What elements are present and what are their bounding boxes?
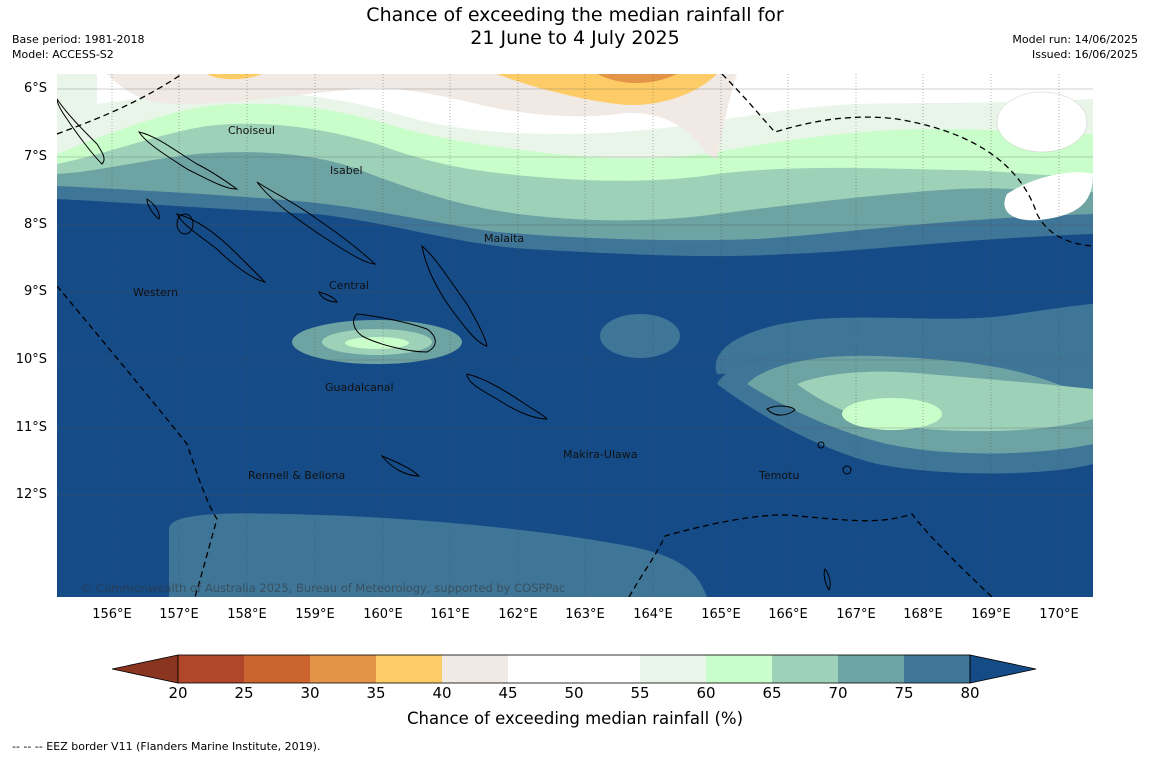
title-line-2: 21 June to 4 July 2025 (470, 27, 680, 49)
lon-label-164e: 164°E (633, 607, 673, 622)
region-label-choiseul: Choiseul (228, 124, 275, 137)
region-label-western: Western (133, 286, 178, 299)
colorbar-segment-20 (178, 655, 244, 683)
island-isabel (256, 181, 377, 265)
map-title: Chance of exceeding the median rainfall … (0, 4, 1150, 50)
colorbar-segment-60 (706, 655, 772, 683)
colorbar-label: Chance of exceeding median rainfall (%) (406, 709, 744, 728)
lat-label-9s: 9°S (23, 284, 47, 299)
lon-label-169e: 169°E (971, 607, 1011, 622)
eez-footnote: -- -- -- EEZ border V11 (Flanders Marine… (12, 740, 321, 753)
colorbar (112, 654, 1037, 684)
title-line-1: Chance of exceeding the median rainfall … (366, 4, 784, 26)
rainfall-map: Choiseul Isabel Malaita Western Central … (57, 74, 1093, 597)
lon-label-168e: 168°E (903, 607, 943, 622)
band-60-east (842, 398, 942, 430)
band-35-west (207, 74, 262, 80)
lon-label-163e: 163°E (565, 607, 605, 622)
colorbar-tick-40: 40 (432, 684, 452, 702)
lon-label-159e: 159°E (295, 607, 335, 622)
region-labels: Choiseul Isabel Malaita Western Central … (133, 124, 799, 482)
lat-label-8s: 8°S (23, 217, 47, 232)
lat-label-11s: 11°S (15, 420, 47, 435)
region-label-malaita: Malaita (484, 232, 524, 245)
colorbar-tick-70: 70 (828, 684, 848, 702)
island-bougainville (57, 98, 105, 165)
colorbar-segment-70 (838, 655, 904, 683)
lon-label-157e: 157°E (159, 607, 199, 622)
copyright-notice: © Commonwealth of Australia 2025, Bureau… (81, 581, 565, 595)
coastlines (57, 98, 852, 591)
colorbar-segment-gt80 (969, 654, 1037, 684)
colorbar-tick-80: 80 (960, 684, 980, 702)
colorbar-tick-20: 20 (168, 684, 188, 702)
colorbar-tick-25: 25 (234, 684, 254, 702)
colorbar-segment-35 (376, 655, 442, 683)
island-new-georgia (176, 213, 267, 283)
band-60-guadalcanal (345, 337, 409, 349)
eez-border (57, 74, 1093, 597)
colorbar-segment-40 (442, 655, 508, 683)
meta-left: Base period: 1981-2018 Model: ACCESS-S2 (12, 32, 144, 62)
region-label-temotu: Temotu (758, 469, 799, 482)
lon-label-166e: 166°E (768, 607, 808, 622)
base-period: Base period: 1981-2018 (12, 33, 145, 46)
lat-label-7s: 7°S (23, 149, 47, 164)
colorbar-tick-75: 75 (894, 684, 914, 702)
colorbar-segment-45 (508, 655, 574, 683)
grid-lines (111, 74, 1060, 597)
band-75-central (600, 314, 680, 358)
model-name: Model: ACCESS-S2 (12, 48, 114, 61)
band-30 (597, 74, 677, 84)
region-label-makira-ulawa: Makira-Ulawa (563, 448, 637, 461)
colorbar-segment-lt20 (112, 654, 179, 684)
lat-label-6s: 6°S (23, 81, 47, 96)
island-choiseul (137, 131, 239, 190)
region-label-rennell-bellona: Rennell & Bellona (248, 469, 345, 482)
colorbar-segment-75 (904, 655, 970, 683)
colorbar-segment-55 (640, 655, 706, 683)
colorbar-segment-30 (310, 655, 376, 683)
meta-right: Model run: 14/06/2025 Issued: 16/06/2025 (1012, 32, 1138, 62)
lat-label-10s: 10°S (15, 352, 47, 367)
region-label-guadalcanal: Guadalcanal (325, 381, 394, 394)
colorbar-tick-30: 30 (300, 684, 320, 702)
band-45-east (1004, 172, 1093, 221)
colorbar-segment-25 (244, 655, 310, 683)
lat-lines (57, 88, 1093, 496)
colorbar-tick-35: 35 (366, 684, 386, 702)
colorbar-segment-50 (574, 655, 640, 683)
region-label-central: Central (329, 279, 369, 292)
lon-label-167e: 167°E (836, 607, 876, 622)
band-35-north (497, 74, 717, 105)
island-rennell (380, 454, 421, 477)
region-label-isabel: Isabel (330, 164, 363, 177)
colorbar-tick-60: 60 (696, 684, 716, 702)
band-45-ne (996, 91, 1088, 153)
lon-label-170e: 170°E (1039, 607, 1079, 622)
island-guadalcanal (353, 313, 436, 353)
island-santa-cruz (766, 405, 796, 416)
lon-label-165e: 165°E (701, 607, 741, 622)
island-malaita (421, 244, 488, 347)
lon-label-156e: 156°E (92, 607, 132, 622)
lon-label-162e: 162°E (498, 607, 538, 622)
lon-label-158e: 158°E (227, 607, 267, 622)
colorbar-tick-50: 50 (564, 684, 584, 702)
model-run: Model run: 14/06/2025 (1012, 33, 1138, 46)
colorbar-tick-45: 45 (498, 684, 518, 702)
band-75-south (169, 513, 707, 597)
lon-label-160e: 160°E (363, 607, 403, 622)
lat-label-12s: 12°S (15, 487, 47, 502)
colorbar-tick-55: 55 (630, 684, 650, 702)
colorbar-tick-65: 65 (762, 684, 782, 702)
issued-date: Issued: 16/06/2025 (1031, 48, 1138, 61)
lon-label-161e: 161°E (430, 607, 470, 622)
colorbar-segment-65 (772, 655, 838, 683)
island-makira (466, 373, 548, 420)
